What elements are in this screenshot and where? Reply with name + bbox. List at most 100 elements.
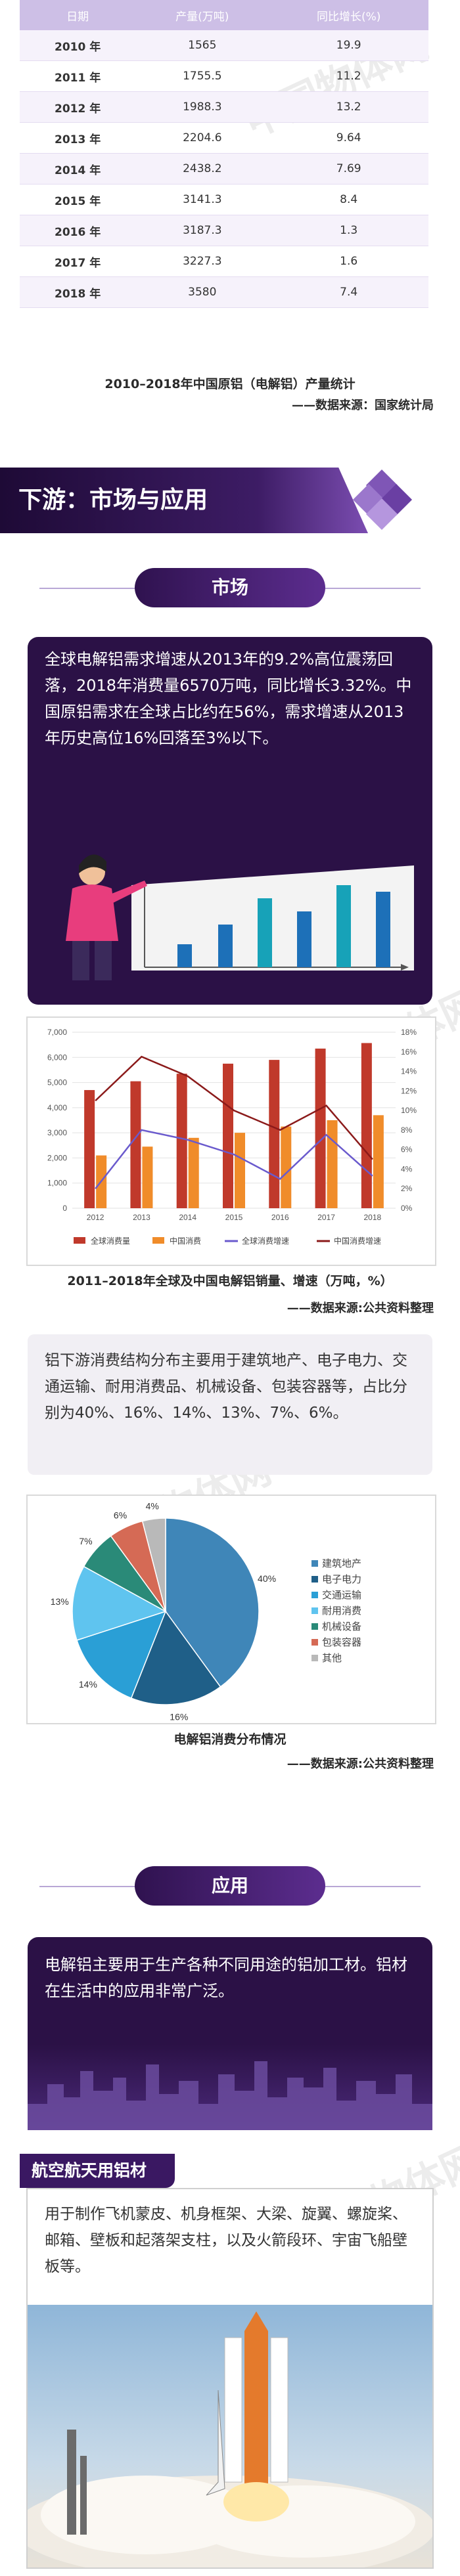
pie-slice-建筑地产 [165,1517,260,1688]
x-tick-label: 2015 [225,1213,243,1222]
pie-chart-card: 40% 16% 14% 13% 7% 6% 4% 建筑地产 电子电力 交通运输 耐用消费 机械设备包… [26,1495,436,1724]
legend-swatch [74,1237,85,1244]
y2-tick-label: 6% [401,1145,413,1154]
pie-legend-item: 机械设备 [311,1619,361,1633]
x-tick-label: 2013 [133,1213,150,1222]
pie-source: ——数据来源:公共资料整理 [287,1757,434,1771]
y2-tick-label: 14% [401,1067,417,1076]
pie-legend-label: 包装容器 [322,1636,362,1648]
chart-caption: 2011–2018年全球及中国电解铝销量、增速（万吨，%） [67,1274,393,1288]
bar-中国消费 [142,1146,153,1208]
table-cell: 3141.3 [135,184,269,215]
bar-全球消费量 [223,1063,233,1208]
table-cell: 8.4 [269,184,428,215]
application-text: 电解铝主要用于生产各种不同用途的铝加工材。铝材在生活中的应用非常广泛。 [45,1955,407,2000]
x-tick-label: 2017 [317,1213,335,1222]
legend-label: 中国消费 [170,1236,201,1246]
pie-legend-swatch [311,1607,318,1614]
y-tick-label: 5,000 [47,1078,67,1087]
aerospace-tag: 航空航天用铝材 [20,2154,175,2188]
pie-label: 40% [258,1573,276,1584]
header-output: 产量(万吨) [135,0,269,30]
header-date: 日期 [20,0,136,30]
pie-legend-item: 建筑地产 [311,1556,361,1570]
table-cell: 7.4 [269,276,428,308]
pie-slice-其他 [141,1517,166,1612]
pie-slice-电子电力 [130,1610,221,1705]
table-cell: 2017 年 [20,246,136,277]
table-cell: 2015 年 [20,184,136,215]
pie-chart: 40% 16% 14% 13% 7% 6% 4% [51,1500,276,1722]
pie-label: 16% [170,1712,188,1722]
y2-tick-label: 18% [401,1028,417,1037]
market-card: 全球电解铝需求增速从2013年的9.2%高位震荡回落，2018年消费量6570万… [28,637,432,1005]
table-row: 2016 年 3187.3 1.3 [20,215,428,246]
table-cell: 1565 [135,30,269,61]
line-中国消费增速 [95,1055,373,1160]
pie-legend-swatch [311,1575,318,1583]
pie-label: 4% [146,1500,159,1511]
aerospace-text: 用于制作飞机蒙皮、机身框架、大梁、旋翼、螺旋桨、邮箱、壁板和起落架支柱，以及火箭… [45,2206,407,2275]
pie-legend-swatch [311,1638,318,1646]
table-cell: 1988.3 [135,91,269,123]
y2-tick-label: 2% [401,1184,413,1193]
table-row: 2015 年 3141.3 8.4 [20,184,428,215]
market-text: 全球电解铝需求增速从2013年的9.2%高位震荡回落，2018年消费量6570万… [45,650,412,747]
pie-label: 6% [114,1510,127,1520]
y-tick-label: 7,000 [47,1028,67,1037]
consumption-chart-card: 7,000 6,000 5,000 4,000 3,000 2,000 1,000 0 18% 1… [26,1016,436,1266]
table-cell: 1.6 [269,246,428,277]
y-tick-label: 6,000 [47,1053,67,1062]
table-cell: 2014 年 [20,153,136,185]
table-cell: 1.3 [269,215,428,246]
table-header-row: 日期 产量(万吨) 同比增长(%) [20,0,428,30]
x-tick-label: 2012 [87,1213,104,1222]
table-row: 2013 年 2204.6 9.64 [20,122,428,154]
y2-tick-label: 12% [401,1086,417,1095]
pie-label: 13% [51,1596,69,1607]
bar-中国消费 [327,1120,338,1208]
table-cell: 3187.3 [135,215,269,246]
y-tick-label: 1,000 [47,1179,67,1188]
pie-label: 14% [79,1679,97,1690]
pie-legend-item: 其他 [311,1651,342,1665]
bar-中国消费 [235,1133,245,1208]
table-row: 2017 年 3227.3 1.6 [20,246,428,277]
table-cell: 9.64 [269,122,428,154]
x-tick-label: 2016 [271,1213,289,1222]
table-cell: 3227.3 [135,246,269,277]
table-row: 2010 年 1565 19.9 [20,30,428,61]
pie-legend-swatch [311,1654,318,1661]
pie-slice-耐用消费 [72,1565,167,1641]
table-cell: 3580 [135,276,269,308]
y2-tick-label: 10% [401,1106,417,1115]
header-growth: 同比增长(%) [269,0,428,30]
table-cell: 7.69 [269,153,428,185]
bar-中国消费 [373,1115,384,1208]
x-tick-label: 2018 [364,1213,382,1222]
pie-legend-swatch [311,1591,318,1598]
pie-legend-label: 机械设备 [322,1621,362,1632]
table-cell: 2204.6 [135,122,269,154]
bar-中国消费 [281,1126,292,1208]
legend-label: 全球消费量 [91,1236,130,1246]
table-cell: 2438.2 [135,153,269,185]
y2-tick-label: 4% [401,1164,413,1173]
y2-tick-label: 8% [401,1125,413,1135]
table-cell: 2018 年 [20,276,136,308]
table-row: 2012 年 1988.3 13.2 [20,91,428,123]
line-全球消费增速 [95,1129,373,1189]
table-cell: 2016 年 [20,215,136,246]
pie-caption: 电解铝消费分布情况 [173,1732,287,1747]
consumption-chart: 7,000 6,000 5,000 4,000 3,000 2,000 1,000 0 18% 1… [47,1028,417,1246]
distribution-card: 铝下游消费结构分布主要用于建筑地产、电子电力、交通运输、耐用消费品、机械设备、包… [28,1334,432,1475]
legend-swatch [152,1237,164,1244]
application-card: 电解铝主要用于生产各种不同用途的铝加工材。铝材在生活中的应用非常广泛。 [28,1937,432,2130]
bar-全球消费量 [130,1081,141,1208]
pie-legend-label: 电子电力 [322,1573,362,1585]
pie-legend-item: 电子电力 [311,1572,361,1586]
table-cell: 2012 年 [20,91,136,123]
pie-label: 7% [79,1536,92,1546]
